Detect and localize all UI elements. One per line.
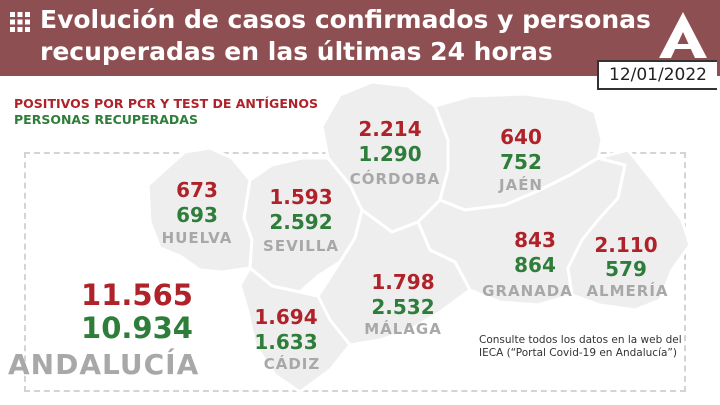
total-recovered: 10.934	[81, 311, 193, 345]
malaga-positives: 1.798	[371, 270, 435, 294]
granada-positives: 843	[514, 228, 556, 252]
cordoba-positives: 2.214	[358, 117, 422, 141]
sevilla-recovered: 2.592	[269, 210, 333, 234]
granada-recovered: 864	[514, 253, 556, 277]
cordoba-label: CÓRDOBA	[349, 170, 441, 188]
sevilla-label: SEVILLA	[263, 237, 339, 255]
jaen-label: JAÉN	[499, 176, 543, 194]
almeria-label: ALMERÍA	[586, 282, 669, 300]
title-line-2: recuperadas en las últimas 24 horas	[40, 37, 553, 66]
date-label: 12/01/2022	[609, 65, 707, 85]
huelva-positives: 673	[176, 178, 218, 202]
page-title: Evolución de casos confirmados y persona…	[40, 4, 651, 68]
almeria-positives: 2.110	[594, 233, 658, 257]
source-note-line-2: IECA (“Portal Covid-19 en Andalucía”)	[479, 347, 677, 359]
title-line-1: Evolución de casos confirmados y persona…	[40, 5, 651, 34]
malaga-recovered: 2.532	[371, 295, 435, 319]
malaga-label: MÁLAGA	[364, 320, 442, 338]
province-cadiz-shape	[238, 266, 352, 394]
almeria-recovered: 579	[605, 257, 647, 281]
huelva-label: HUELVA	[161, 229, 233, 247]
cordoba-recovered: 1.290	[358, 142, 422, 166]
cadiz-recovered: 1.633	[254, 330, 318, 354]
granada-label: GRANADA	[482, 282, 573, 300]
andalucia-label: ANDALUCÍA	[8, 348, 200, 381]
source-note-line-1: Consulte todos los datos en la web del	[479, 334, 682, 346]
total-positives: 11.565	[81, 278, 193, 312]
source-note: Consulte todos los datos en la web del I…	[479, 334, 694, 360]
cadiz-positives: 1.694	[254, 305, 318, 329]
province-almeria-shape	[566, 148, 692, 312]
legend-positives: POSITIVOS POR PCR Y TEST DE ANTÍGENOS	[14, 96, 318, 111]
junta-andalucia-logo	[659, 12, 707, 58]
grid-icon	[10, 12, 30, 32]
jaen-recovered: 752	[500, 150, 542, 174]
date-box: 12/01/2022	[597, 60, 717, 90]
sevilla-positives: 1.593	[269, 185, 333, 209]
jaen-positives: 640	[500, 125, 542, 149]
cadiz-label: CÁDIZ	[263, 355, 321, 373]
legend-recovered: PERSONAS RECUPERADAS	[14, 112, 198, 127]
huelva-recovered: 693	[176, 203, 218, 227]
